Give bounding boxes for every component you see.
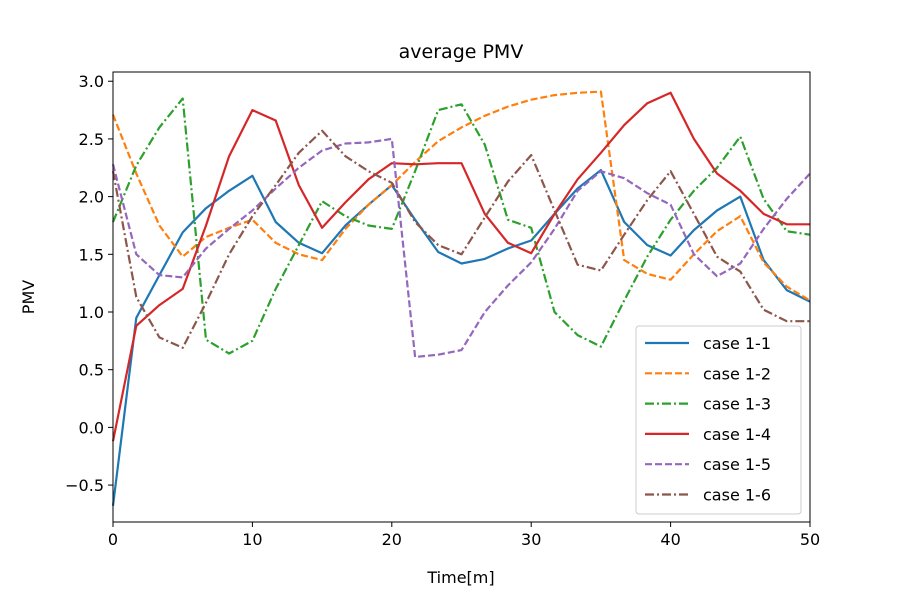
x-axis-label: Time[m] — [426, 568, 494, 587]
y-tick-label: 0.5 — [79, 361, 104, 380]
series-line-6 — [111, 129, 810, 349]
y-tick-label: 1.5 — [79, 245, 104, 264]
x-axis: 0 10 20 30 40 50 — [108, 522, 820, 549]
chart-title: average PMV — [399, 41, 524, 63]
x-tick-label: 40 — [660, 530, 680, 549]
x-tick-label: 10 — [242, 530, 262, 549]
x-tick-label: 30 — [521, 530, 541, 549]
y-axis: −0.5 0.0 0.5 1.0 1.5 2.0 2.5 3.0 — [65, 72, 113, 495]
y-tick-label: 1.0 — [79, 303, 104, 322]
x-tick-label: 50 — [800, 530, 820, 549]
legend: case 1-1 case 1-2 case 1-3 case 1-4 case 1-5… — [635, 325, 802, 515]
plot-area — [111, 90, 811, 506]
legend-label-1: case 1-1 — [703, 334, 771, 353]
legend-label-5: case 1-5 — [703, 455, 771, 474]
y-tick-label: −0.5 — [65, 476, 104, 495]
plot-frame — [112, 71, 811, 523]
legend-label-4: case 1-4 — [703, 425, 771, 444]
x-tick-label: 20 — [382, 530, 402, 549]
legend-label-6: case 1-6 — [703, 486, 771, 505]
series-line-5 — [111, 137, 811, 359]
legend-label-2: case 1-2 — [703, 364, 771, 383]
x-tick-label: 0 — [108, 530, 118, 549]
y-tick-label: 3.0 — [79, 72, 104, 91]
series-line-4 — [111, 91, 810, 442]
series-line-1 — [111, 169, 811, 506]
y-axis-label: PMV — [19, 280, 38, 314]
y-tick-label: 0.0 — [79, 418, 104, 437]
y-tick-label: 2.5 — [79, 130, 104, 149]
series-line-2 — [111, 90, 811, 302]
y-tick-label: 2.0 — [79, 188, 104, 207]
legend-label-3: case 1-3 — [703, 395, 771, 414]
series-line-3 — [111, 97, 811, 355]
